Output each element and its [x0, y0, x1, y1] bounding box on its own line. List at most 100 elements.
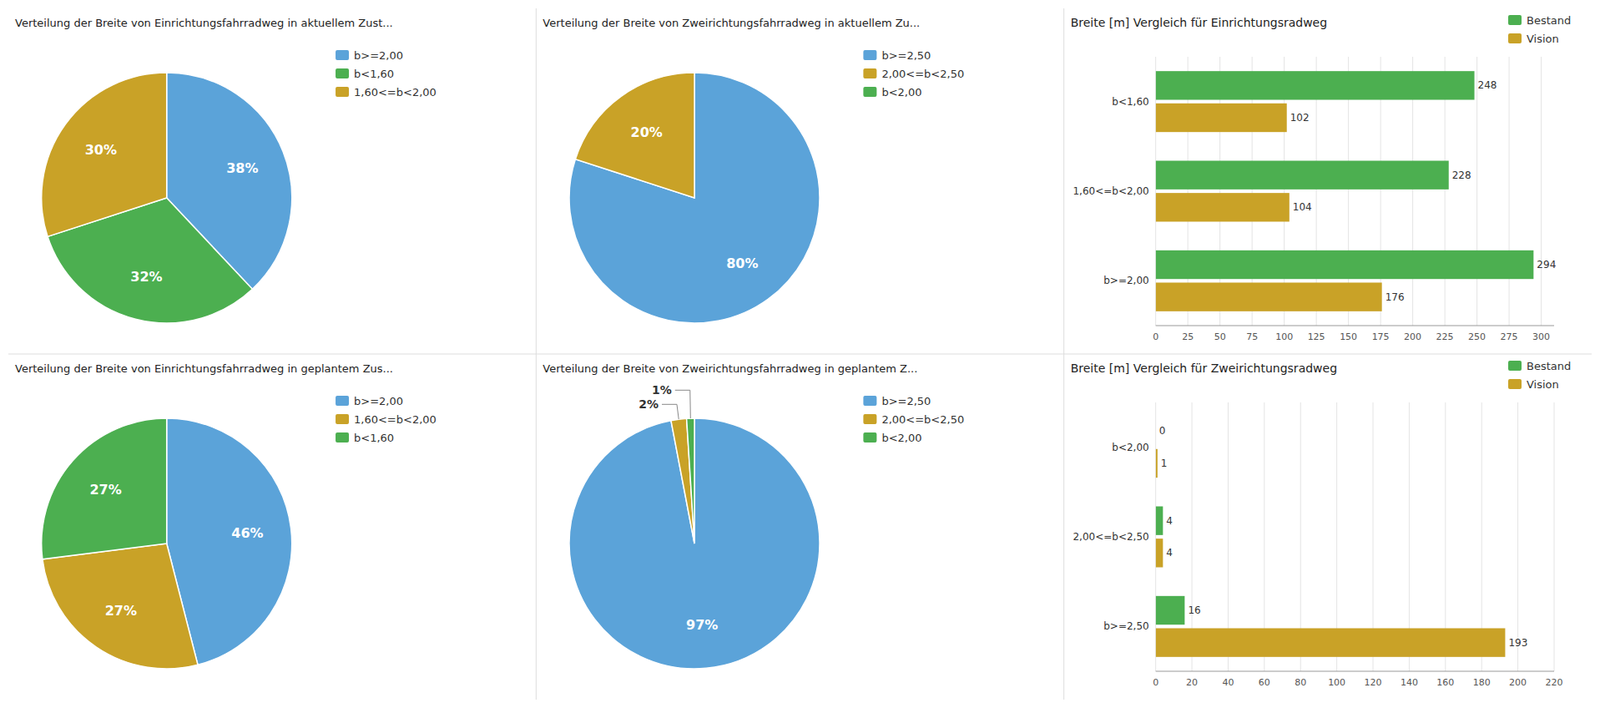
data-label: 46% — [231, 524, 263, 541]
grid-line — [1554, 402, 1555, 672]
tick-label: 150 — [1339, 331, 1358, 343]
tick-label: 220 — [1545, 676, 1564, 688]
legend: BestandVision — [1508, 359, 1571, 391]
data-label: 228 — [1452, 169, 1472, 182]
data-label: 176 — [1385, 291, 1405, 303]
category-label: b<2,00 — [1111, 441, 1149, 454]
legend-swatch — [1508, 33, 1522, 44]
chart-root: Verteilung der Breite von Einrichtungsfa… — [0, 0, 1600, 708]
legend-swatch — [863, 68, 877, 79]
pie-slice — [686, 418, 695, 544]
legend-label: b<2,00 — [881, 85, 922, 99]
chart-title: Verteilung der Breite von Einrichtungsfa… — [15, 362, 394, 375]
data-label: 4 — [1165, 546, 1173, 559]
legend-swatch — [863, 413, 877, 424]
legend-label: b<1,60 — [353, 67, 394, 81]
legend-swatch — [335, 413, 349, 424]
pie-slice — [42, 543, 198, 669]
bar — [1155, 70, 1475, 100]
slice-labels: 38%32%30% — [85, 141, 259, 285]
legend-label: Bestand — [1526, 14, 1571, 27]
slice-labels: 97%2%1% — [638, 383, 718, 632]
data-label: 104 — [1292, 201, 1313, 213]
bars — [1155, 70, 1535, 312]
data-label: 80% — [726, 255, 758, 272]
data-label: 97% — [686, 616, 718, 633]
tick-label: 0 — [1152, 676, 1159, 688]
legend-label: 1,60<=b<2,00 — [353, 413, 437, 426]
legend: Bestand Vision — [1508, 14, 1571, 46]
chart-title: Verteilung der Breite von Einrichtungsfa… — [15, 16, 394, 30]
data-label: 294 — [1536, 258, 1556, 271]
data-label: 4 — [1165, 514, 1173, 527]
data-label: 102 — [1290, 111, 1310, 124]
bar — [1155, 250, 1535, 279]
tick-label: 250 — [1468, 331, 1486, 343]
slices — [569, 72, 820, 324]
tick-label: 160 — [1436, 676, 1454, 688]
legend-label: Vision — [1526, 32, 1560, 46]
data-label: 30% — [85, 141, 117, 158]
bar — [1155, 161, 1449, 190]
category-label: b>=2,50 — [1103, 620, 1149, 632]
category-label: b<1,60 — [1111, 95, 1149, 108]
legend-swatch — [1508, 360, 1522, 371]
legend-swatch — [335, 395, 349, 406]
legend-label: b<2,00 — [881, 431, 922, 445]
slices — [41, 418, 293, 669]
y-axis: b<1,60 1,60<=b<2,00 b>=2,00 — [1072, 95, 1149, 288]
data-label: 193 — [1508, 636, 1528, 649]
leader-line — [661, 403, 679, 419]
tick-label: 60 — [1258, 676, 1271, 688]
legend-swatch — [863, 50, 877, 61]
bar — [1155, 282, 1383, 311]
bar — [1155, 595, 1186, 625]
tick-label: 225 — [1436, 331, 1454, 343]
data-label: 16 — [1187, 604, 1201, 616]
bar-chart: Breite [m] Vergleich für Zweirichtungsra… — [1070, 359, 1572, 689]
tick-label: 40 — [1221, 676, 1234, 688]
pie-slice — [569, 72, 820, 324]
grid-line — [1476, 56, 1478, 326]
tick-label: 25 — [1181, 331, 1194, 343]
x-axis: 0255075100125150175200225250275300 — [1152, 56, 1555, 343]
category-label: 1,60<=b<2,00 — [1072, 185, 1149, 197]
legend: b>=2,502,00<=b<2,50b<2,00 — [863, 394, 965, 445]
bar-chart: Breite [m] Vergleich für Einrichtungsrad… — [1070, 14, 1572, 344]
legend-swatch — [335, 68, 349, 79]
legend: b>=2,502,00<=b<2,50b<2,00 — [863, 49, 965, 99]
tick-label: 175 — [1372, 331, 1390, 343]
pie-chart: Verteilung der Breite von Einrichtungsfa… — [15, 362, 437, 669]
legend-label: b>=2,50 — [881, 49, 931, 62]
pie-slice — [569, 418, 820, 669]
chart-title: Verteilung der Breite von Zweirichtungsf… — [542, 362, 918, 375]
data-labels: 014416193 — [1159, 424, 1529, 648]
data-label: 248 — [1478, 79, 1498, 91]
legend-label: 1,60<=b<2,00 — [353, 85, 437, 99]
tick-label: 20 — [1186, 676, 1198, 688]
category-label: b>=2,00 — [1103, 274, 1149, 287]
legend-label: b>=2,00 — [353, 49, 404, 62]
legend-label: b<1,60 — [353, 431, 394, 445]
separators — [8, 8, 1592, 700]
legend-swatch — [335, 432, 349, 443]
tick-label: 0 — [1152, 331, 1159, 343]
slice-labels: 46%27%27% — [89, 481, 263, 619]
slices — [41, 72, 293, 324]
leader-line — [675, 389, 692, 419]
bar — [1155, 449, 1158, 478]
pie-slice — [575, 72, 695, 198]
pie-chart: Verteilung der Breite von Einrichtungsfa… — [15, 16, 437, 324]
tick-label: 100 — [1275, 331, 1293, 343]
pie-chart: Verteilung der Breite von Zweirichtungsf… — [542, 362, 965, 669]
axis-line — [1155, 671, 1555, 672]
data-label: 0 — [1159, 424, 1166, 437]
slice-labels: 80%20% — [630, 124, 759, 273]
legend-swatch — [863, 86, 877, 97]
slices — [569, 418, 820, 669]
chart-title: Verteilung der Breite von Zweirichtungsf… — [542, 16, 920, 30]
tick-label: 200 — [1509, 676, 1527, 688]
bars — [1155, 449, 1506, 657]
data-label: 32% — [130, 268, 162, 285]
bar — [1155, 192, 1290, 222]
